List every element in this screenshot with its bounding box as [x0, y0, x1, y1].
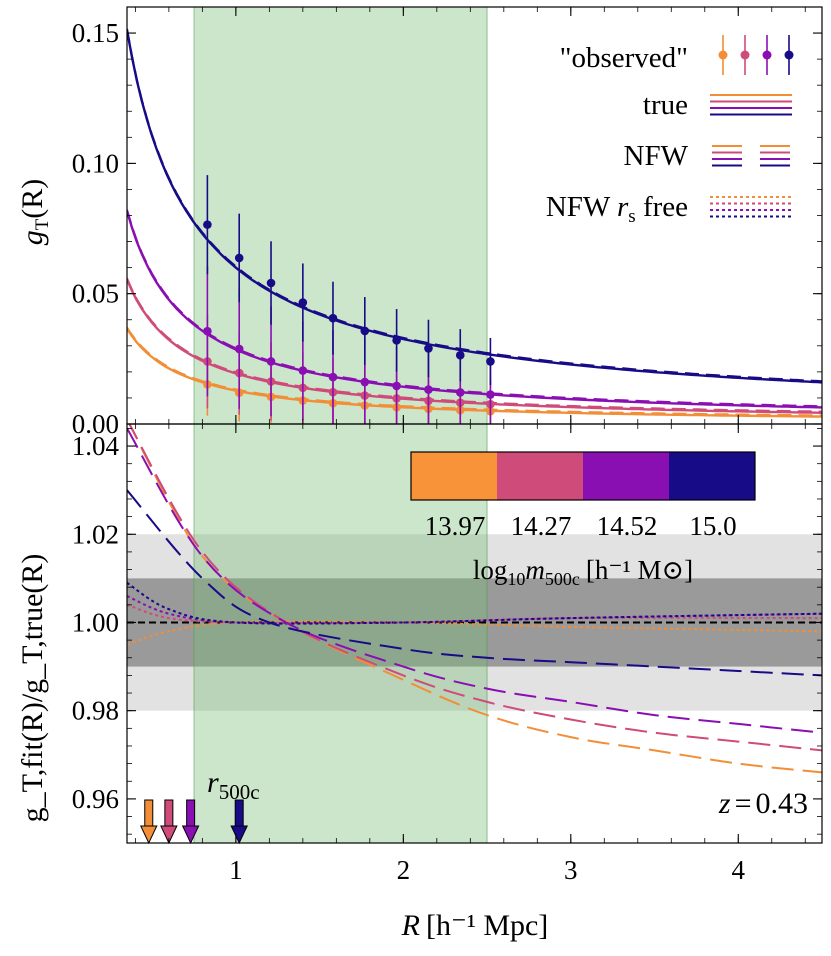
legend-observed-point: [740, 50, 750, 60]
nfw-ratio-15.0: [127, 489, 822, 677]
true-curve-14.52: [127, 210, 822, 409]
fit-range-band: [193, 7, 488, 843]
colorbar-cell-13.97: [411, 452, 497, 500]
legend-observed-point: [762, 50, 772, 60]
nfw-ratio-14.52: [127, 427, 822, 734]
observed-point-15.0: [266, 278, 276, 288]
x-tick-label: 4: [732, 855, 746, 885]
observed-point-15.0: [424, 344, 433, 353]
true-curve-14.27: [127, 279, 822, 414]
bottom-panel-series: [127, 424, 822, 774]
observed-point-14.52: [360, 377, 370, 387]
top-y-tick-label: 0.15: [72, 18, 119, 48]
colorbar: 13.97 14.27 14.52 15.0 log10m500c [h⁻¹ M⊙…: [410, 451, 756, 589]
r500c-arrow-head-13.97: [139, 825, 158, 845]
rs-free-ratio-14.52: [127, 595, 822, 625]
colorbar-tick-14-52: 14.52: [597, 511, 658, 541]
legend-label-true: true: [643, 89, 688, 121]
colorbar-tick-14-27: 14.27: [511, 511, 572, 541]
legend-observed-point: [718, 50, 728, 60]
redshift-annotation: z = 0.43: [718, 787, 808, 820]
r500c-arrow-head-15.0: [230, 825, 248, 845]
colorbar-cells: [410, 451, 756, 501]
observed-point-15.0: [234, 253, 244, 263]
nfw-curve-14.52: [127, 209, 822, 408]
bottom-y-axis-label: g_T,fit(R)/g_T,true(R): [16, 554, 49, 823]
legend: "observed" true NFW NFW rs free: [546, 35, 794, 227]
observed-point-14.52: [424, 385, 433, 394]
nfw-ratio-14.27: [128, 424, 822, 752]
x-axis-label: R [h⁻¹ Mpc]: [401, 909, 549, 942]
rs-free-ratio-15.0: [127, 581, 822, 625]
colorbar-tick-15-0: 15.0: [689, 511, 736, 541]
colorbar-cell-15.0: [669, 452, 755, 500]
r500c-arrow-shaft-14.52: [186, 799, 196, 827]
observed-point-15.0: [298, 298, 308, 307]
observed-point-15.0: [486, 357, 495, 366]
x-tick-label: 3: [564, 855, 578, 885]
r500c-arrow-head-14.27: [160, 825, 178, 845]
top-y-tick-label: 0.05: [72, 279, 119, 309]
legend-observed-point: [784, 50, 794, 60]
colorbar-label: log10m500c [h⁻¹ M⊙]: [473, 555, 693, 589]
data-layer: [127, 28, 822, 845]
colorbar-tick-13-97: 13.97: [425, 511, 486, 541]
observed-point-14.52: [486, 390, 495, 399]
observed-point-15.0: [328, 313, 338, 323]
top-panel-series: [127, 28, 822, 424]
legend-label-observed: "observed": [560, 42, 688, 74]
top-y-axis-label: gT(R): [16, 179, 53, 246]
nfw-curve-15.0: [127, 28, 822, 383]
observed-point-15.0: [360, 326, 370, 336]
top-y-tick-label: 0.10: [72, 148, 119, 178]
r500c-arrow-shaft-14.27: [164, 799, 174, 827]
observed-point-14.52: [328, 372, 338, 382]
observed-point-14.52: [392, 381, 401, 391]
observed-point-15.0: [203, 220, 212, 229]
r500c-arrow-head-14.52: [181, 825, 200, 845]
observed-point-14.52: [266, 357, 276, 366]
observed-point-14.52: [234, 344, 244, 354]
background-layer: [127, 7, 822, 843]
x-tick-label: 1: [229, 855, 243, 885]
bottom-y-tick-label: 0.96: [72, 784, 119, 814]
observed-point-14.52: [298, 366, 308, 375]
legend-label-nfw-rs-free: NFW rs free: [546, 191, 688, 227]
bottom-panel-frame: [126, 423, 823, 844]
colorbar-frame: [410, 451, 756, 501]
observed-point-15.0: [455, 350, 465, 360]
bottom-y-tick-label: 0.98: [72, 696, 119, 726]
axes-layer: 0.00 0.05 0.10 0.15 0.96 0.98 1.00 1.02 1.04 1 2 3 4: [72, 6, 823, 885]
bottom-y-tick-label: 1.04: [72, 431, 120, 461]
observed-point-15.0: [392, 336, 401, 345]
r500c-label: r500c: [207, 766, 260, 804]
x-tick-label: 2: [397, 855, 411, 885]
bottom-y-tick-label: 1.02: [72, 519, 119, 549]
colorbar-cell-14.27: [497, 452, 583, 500]
top-y-tick-label: 0.00: [72, 409, 119, 439]
colorbar-cell-14.52: [583, 452, 669, 500]
observed-point-14.52: [455, 388, 465, 397]
observed-point-14.52: [203, 326, 212, 336]
r500c-arrow-shaft-13.97: [144, 799, 154, 827]
legend-label-nfw: NFW: [624, 140, 689, 172]
bottom-y-tick-label: 1.00: [72, 607, 119, 637]
legend-swatches: [710, 35, 794, 218]
